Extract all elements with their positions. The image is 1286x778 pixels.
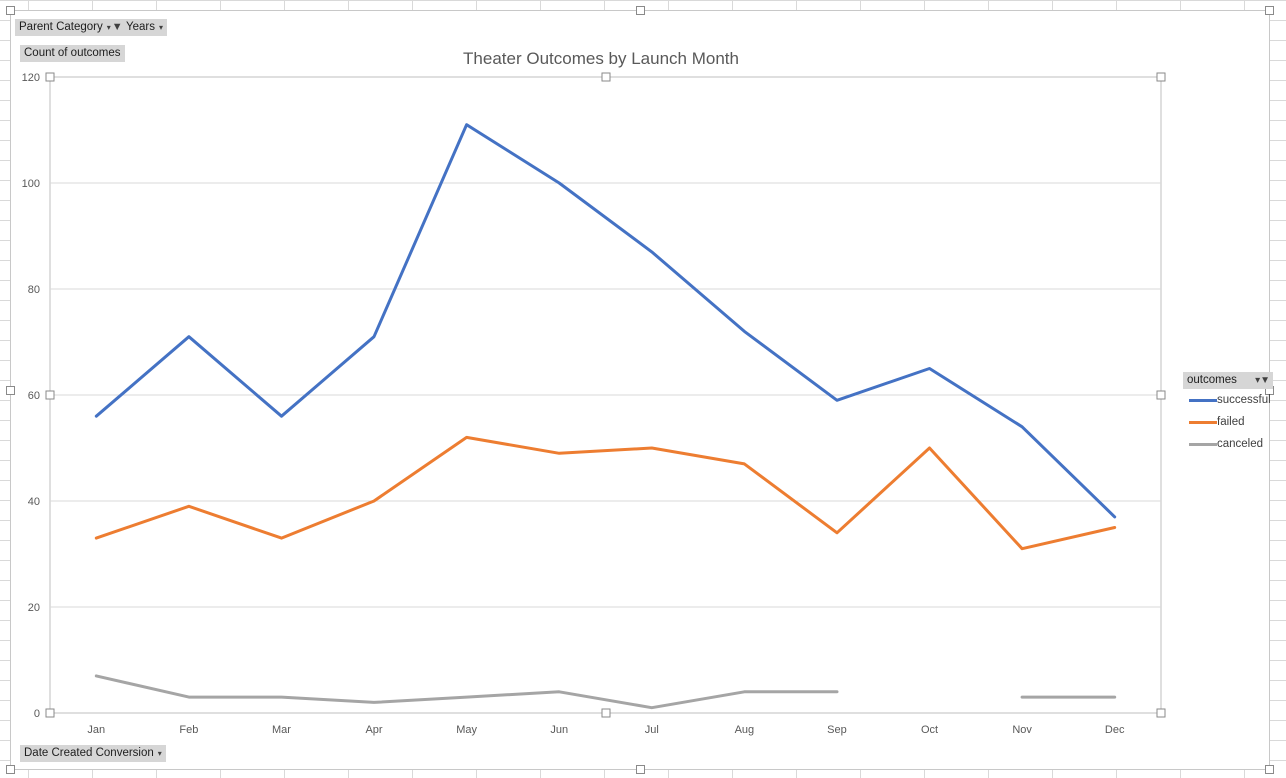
parent-category-filter-button[interactable]: Parent Category ▾▼	[15, 19, 127, 36]
legend-label: canceled	[1217, 438, 1264, 450]
y-tick-label: 80	[28, 284, 40, 296]
series-line-failed[interactable]	[94, 435, 1117, 551]
plot-resize-handle-right[interactable]	[1156, 390, 1166, 400]
legend-swatch	[1189, 399, 1217, 402]
chart-resize-handle-top[interactable]	[636, 6, 645, 15]
x-tick-label: Aug	[735, 724, 755, 736]
x-tick-label: Sep	[827, 724, 847, 736]
chart-resize-handle-bottom-left[interactable]	[6, 765, 15, 774]
chart-title[interactable]: Theater Outcomes by Launch Month	[463, 49, 739, 68]
funnel-icon: ▾▼	[1255, 375, 1270, 386]
x-axis: Jan Feb Mar Apr May Jun Jul Aug Sep Oct Nov Dec	[87, 724, 1125, 736]
x-tick-label: Dec	[1105, 724, 1125, 736]
legend-items: successful failed canceled	[1183, 389, 1273, 455]
dropdown-arrow-icon: ▾	[159, 23, 164, 32]
years-label: Years	[126, 21, 155, 33]
date-created-conversion-axis-button[interactable]: Date Created Conversion ▾	[20, 745, 166, 762]
legend-title: outcomes	[1187, 374, 1237, 386]
legend-swatch	[1189, 421, 1217, 424]
chart-resize-handle-top-left[interactable]	[6, 6, 15, 15]
legend-swatch	[1189, 443, 1217, 446]
plot-resize-handle-top-left[interactable]	[45, 72, 55, 82]
y-tick-label: 20	[28, 602, 40, 614]
chart-resize-handle-bottom-right[interactable]	[1265, 765, 1274, 774]
y-tick-label: 0	[34, 708, 40, 720]
parent-category-label: Parent Category	[19, 21, 103, 33]
count-of-outcomes-label: Count of outcomes	[24, 47, 121, 59]
y-tick-label: 60	[28, 390, 40, 402]
data-series	[94, 123, 1117, 710]
count-of-outcomes-value-button[interactable]: Count of outcomes	[20, 45, 125, 62]
y-tick-label: 100	[22, 178, 40, 190]
gridlines	[50, 182, 1161, 608]
chart-resize-handle-bottom[interactable]	[636, 765, 645, 774]
plot-resize-handle-bottom-left[interactable]	[45, 708, 55, 718]
y-tick-label: 40	[28, 496, 40, 508]
x-tick-label: Feb	[179, 724, 198, 736]
outcomes-legend-filter-button[interactable]: outcomes ▾▼	[1183, 372, 1273, 389]
chart-resize-handle-left[interactable]	[6, 386, 15, 395]
date-created-conversion-label: Date Created Conversion	[24, 747, 154, 759]
series-line-successful[interactable]	[94, 123, 1117, 519]
legend-item-successful[interactable]: successful	[1183, 389, 1273, 411]
legend-item-failed[interactable]: failed	[1183, 411, 1273, 433]
chart-area[interactable]: Parent Category ▾▼ Years ▾ Count of outcom…	[6, 6, 1274, 774]
plot-resize-handle-left[interactable]	[45, 390, 55, 400]
x-tick-label: Apr	[365, 724, 382, 736]
plot-resize-handle-bottom-right[interactable]	[1156, 708, 1166, 718]
dropdown-arrow-icon: ▾	[106, 23, 111, 32]
x-tick-label: Nov	[1012, 724, 1032, 736]
legend[interactable]: outcomes ▾▼ successful failed canceled	[1183, 372, 1273, 455]
plot-resize-handle-top[interactable]	[601, 72, 611, 82]
legend-item-canceled[interactable]: canceled	[1183, 433, 1273, 455]
plot-area[interactable]: 0 20 40 60 80 100 120 Jan Feb Mar Apr May Jun Jul Aug…	[11, 11, 1269, 769]
x-tick-label: Jun	[550, 724, 568, 736]
years-filter-button[interactable]: Years ▾	[122, 19, 168, 36]
funnel-icon: ▼	[111, 21, 123, 33]
x-tick-label: Jan	[87, 724, 105, 736]
y-axis: 0 20 40 60 80 100 120	[22, 72, 40, 720]
x-tick-label: Jul	[645, 724, 659, 736]
plot-resize-handle-top-right[interactable]	[1156, 72, 1166, 82]
dropdown-arrow-icon: ▾	[157, 749, 162, 758]
legend-label: successful	[1217, 394, 1271, 406]
y-tick-label: 120	[22, 72, 40, 84]
plot-resize-handle-bottom[interactable]	[601, 708, 611, 718]
x-tick-label: May	[456, 724, 477, 736]
x-tick-label: Mar	[272, 724, 291, 736]
x-tick-label: Oct	[921, 724, 938, 736]
legend-label: failed	[1217, 416, 1245, 428]
chart-resize-handle-top-right[interactable]	[1265, 6, 1274, 15]
series-line-canceled[interactable]	[94, 674, 839, 710]
